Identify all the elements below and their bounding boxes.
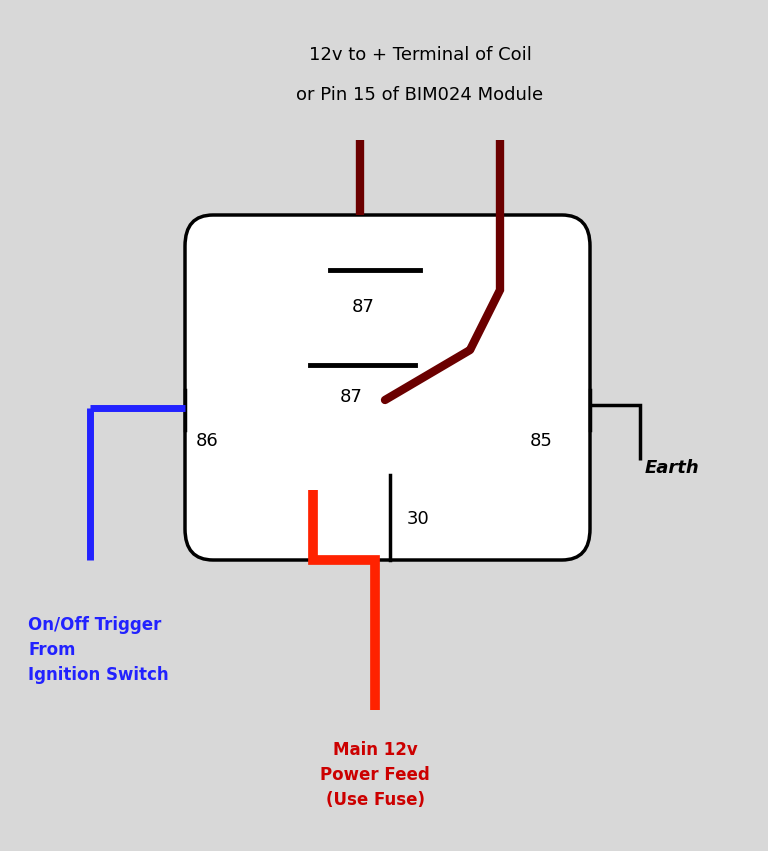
Text: 85: 85	[530, 432, 553, 450]
Text: 86: 86	[196, 432, 219, 450]
Text: 30: 30	[407, 510, 430, 528]
Text: or Pin 15 of BIM024 Module: or Pin 15 of BIM024 Module	[296, 86, 544, 104]
Text: 87: 87	[340, 388, 362, 406]
Text: On/Off Trigger
From
Ignition Switch: On/Off Trigger From Ignition Switch	[28, 616, 169, 684]
Text: Main 12v
Power Feed
(Use Fuse): Main 12v Power Feed (Use Fuse)	[320, 741, 430, 809]
Text: 87: 87	[352, 298, 375, 316]
Text: Earth: Earth	[645, 459, 700, 477]
Text: 12v to + Terminal of Coil: 12v to + Terminal of Coil	[309, 46, 531, 64]
FancyBboxPatch shape	[185, 215, 590, 560]
